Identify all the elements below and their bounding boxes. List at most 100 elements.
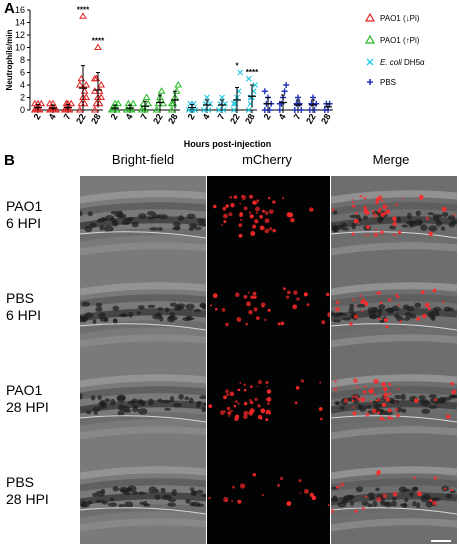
mcherry-image [207, 452, 330, 544]
data-point [291, 107, 298, 113]
significance-stars: **** [246, 68, 259, 77]
row-label-time: 6 HPI [6, 307, 42, 323]
row-label-time: 6 HPI [6, 215, 42, 231]
image-texture [213, 194, 314, 238]
row-label-strain: PAO1 [6, 198, 43, 214]
row-label-time: 28 HPI [6, 491, 49, 507]
data-point [230, 100, 237, 107]
data-point [261, 88, 268, 95]
legend-marker [364, 12, 376, 22]
brightfield-image [80, 360, 206, 452]
x-tick-label: 28 [89, 112, 103, 126]
x-tick-label: 7 [62, 112, 73, 121]
x-tick-label: 28 [319, 112, 333, 126]
x-tick-label: 28 [166, 112, 180, 126]
image-texture [208, 379, 323, 422]
legend-marker [364, 34, 376, 44]
data-point [167, 106, 176, 113]
panel-a-label: A [4, 0, 15, 17]
image-texture [209, 287, 330, 327]
data-point [237, 69, 244, 76]
image-texture [331, 466, 457, 532]
x-tick-label: 22 [304, 112, 318, 126]
image-texture [80, 282, 206, 348]
brightfield-image [80, 268, 206, 360]
x-tick-label: 22 [151, 112, 165, 126]
x-tick-label: 7 [216, 112, 227, 121]
legend-marker [366, 58, 374, 66]
x-tick-label: 22 [228, 112, 242, 126]
y-tick-label: 0 [20, 105, 25, 115]
data-point [107, 106, 116, 113]
data-point [79, 12, 87, 19]
y-axis-label: Neutrophils/min [5, 29, 14, 90]
x-tick-label: 4 [201, 112, 212, 121]
data-point [313, 100, 320, 107]
data-point [230, 107, 237, 113]
data-point [75, 81, 84, 88]
x-tick-label: 4 [277, 112, 288, 121]
mcherry-image [207, 360, 330, 452]
x-tick-label: 7 [139, 112, 150, 121]
x-tick-label: 2 [262, 112, 273, 121]
data-point [137, 106, 146, 113]
row-label-strain: PBS [6, 290, 35, 306]
row-label: PBS 28 HPI [6, 474, 49, 508]
column-header-merge: Merge [372, 152, 410, 167]
data-point [49, 106, 57, 113]
data-point [174, 81, 183, 88]
row-label: PAO1 28 HPI [6, 382, 49, 416]
data-point [245, 75, 252, 82]
merge-image [331, 268, 457, 360]
image-texture [80, 374, 206, 440]
data-point [298, 107, 305, 113]
y-tick-label: 12 [15, 30, 25, 40]
significance-stars: * [235, 62, 239, 71]
data-point [82, 81, 91, 88]
significance-stars: **** [77, 5, 90, 14]
data-point [252, 82, 259, 88]
row-label: PAO1 6 HPI [6, 198, 42, 232]
row-label-strain: PBS [6, 474, 35, 490]
merge-image [331, 360, 457, 452]
legend-label: PAO1 (↓Pi) [380, 14, 420, 23]
column-header-brightfield: Bright-field [111, 152, 175, 167]
x-tick-label: 4 [47, 112, 58, 121]
y-tick-label: 4 [20, 80, 25, 90]
x-tick-label: 2 [109, 112, 120, 121]
y-tick-label: 14 [15, 18, 25, 28]
data-point [283, 82, 290, 88]
data-point [281, 88, 288, 95]
data-point [97, 93, 106, 100]
legend-label: E. coli DH5α [380, 58, 425, 67]
y-tick-label: 16 [15, 5, 25, 15]
y-tick-label: 6 [20, 68, 25, 78]
data-point [45, 99, 54, 107]
x-axis-label: Hours post-injection [184, 139, 272, 149]
data-point [124, 99, 133, 107]
x-tick-label: 2 [186, 112, 197, 121]
x-tick-label: 7 [292, 112, 303, 121]
y-tick-label: 2 [20, 93, 25, 103]
data-point [75, 106, 84, 113]
data-point [82, 93, 91, 100]
row-label: PBS 6 HPI [6, 290, 41, 324]
data-point [204, 94, 210, 101]
column-header-mcherry: mCherry [242, 152, 292, 167]
significance-stars: **** [92, 37, 105, 46]
data-point [157, 87, 166, 94]
data-point [200, 107, 207, 113]
x-tick-label: 28 [243, 112, 257, 126]
data-point [276, 100, 283, 107]
row-label-strain: PAO1 [6, 382, 43, 398]
merge-image [331, 452, 457, 544]
data-point [167, 99, 176, 107]
data-point [245, 107, 252, 113]
brightfield-image [80, 452, 206, 544]
image-texture [331, 190, 457, 256]
data-point [142, 93, 151, 100]
x-tick-label: 4 [124, 112, 135, 121]
data-point [215, 107, 222, 113]
image-texture [331, 282, 457, 348]
